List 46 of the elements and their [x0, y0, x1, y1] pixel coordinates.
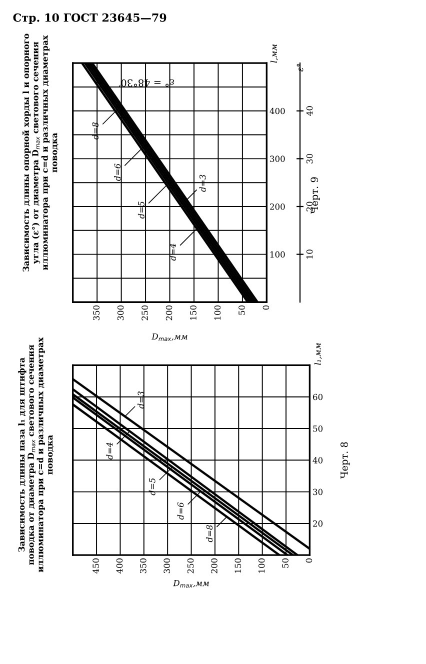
text: Стр. 10 ГОСТ 23645—79: [13, 13, 166, 24]
y-tick-label: 100: [270, 251, 285, 258]
annotation: d=6: [177, 502, 184, 520]
x-tick-label: 0: [306, 558, 312, 563]
x-tick-label: 100: [258, 558, 265, 573]
y-axis-title: l,мм: [270, 44, 278, 63]
x-tick-label: 50: [238, 305, 245, 315]
text: Черт. 8: [340, 442, 350, 479]
x-tick-label: 200: [166, 305, 172, 320]
x-tick-label: 0: [262, 305, 270, 310]
annotation: d=5: [138, 202, 144, 219]
x-tick-label: 150: [190, 305, 196, 320]
y-tick-label: 50: [313, 425, 323, 432]
text: Зависимость длины паза l₁ для штифта поводка от диаметра D$_{max}$ светового сечения иллюминатора при c=d и различных диаметрах поводка: [18, 337, 54, 572]
x-tick-label: 450: [92, 558, 99, 574]
x-axis-title: D$_{max}$,мм: [152, 333, 188, 341]
y-tick-label: 30: [313, 488, 323, 496]
annotation: ε° = 48°30′: [118, 79, 174, 87]
text: Черт. 9: [310, 177, 320, 214]
x-tick-label: 200: [211, 558, 218, 574]
y-axis-title: l₁,мм: [314, 343, 322, 365]
y-tick-label: 40: [312, 457, 323, 464]
y-tick-label: 60: [313, 394, 323, 400]
x-tick-label: 300: [164, 558, 170, 574]
y-tick-label: 200: [270, 203, 285, 210]
annotation: d=3: [199, 174, 206, 192]
x-tick-label: 400: [116, 558, 123, 574]
x-tick-label: 350: [93, 305, 100, 320]
x-tick-label: 250: [142, 305, 148, 320]
x-tick-label: 300: [117, 305, 124, 320]
y2-tick-label: 30: [306, 154, 313, 164]
y2-tick-label: 40: [306, 106, 313, 116]
x-tick-label: 350: [140, 558, 146, 574]
x-tick-label: 100: [214, 305, 221, 320]
annotation: d=4: [106, 442, 113, 460]
x-tick-label: 150: [234, 558, 242, 573]
x-tick-label: 250: [187, 558, 194, 574]
text: Зависимость длины опорной хорды l и опорного угла (ε°) от диаметра D$_{max}$ светового сечения иллюминатора при c=d и различных диаметрах поводка: [22, 34, 58, 272]
y2-tick-label: 20: [306, 202, 313, 212]
annotation: d=6: [114, 164, 121, 181]
y2-tick-label: 10: [306, 250, 313, 259]
annotation: d=8: [206, 525, 213, 542]
y-tick-label: 20: [313, 520, 323, 527]
y-tick-label: 400: [270, 108, 285, 114]
x-axis-title: D$_{max}$,мм: [173, 580, 209, 588]
y-tick-label: 300: [270, 156, 285, 162]
